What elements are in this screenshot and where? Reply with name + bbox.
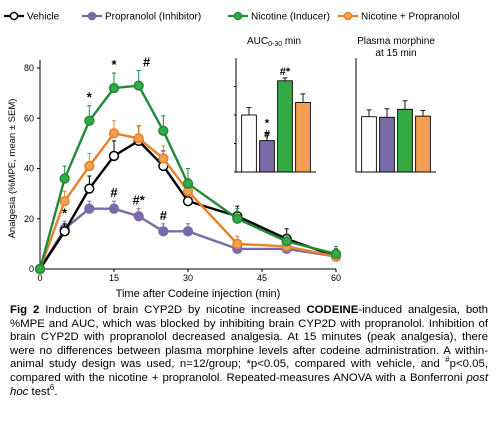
- bar: [259, 140, 275, 173]
- data-point: [232, 238, 243, 250]
- series-line: [38, 132, 337, 270]
- data-point: [84, 160, 95, 172]
- bar-significance-marker: *: [265, 118, 270, 130]
- significance-marker: #: [110, 185, 118, 200]
- legend-marker: [343, 11, 353, 21]
- bar-significance-marker: #: [264, 129, 270, 141]
- legend-label: Vehicle: [27, 12, 60, 23]
- chart-legend: Vehicle Propranolol (Inhibitor) Nicotine (…: [4, 12, 460, 23]
- auc-title-subscript: 0-30: [268, 41, 282, 48]
- data-point: [158, 125, 169, 136]
- y-tick-label: 0: [29, 264, 34, 274]
- data-point: [59, 226, 70, 237]
- legend-label: Nicotine (Inducer): [251, 12, 330, 23]
- data-point: [108, 128, 120, 139]
- series-line: [38, 84, 337, 270]
- x-tick-label: 15: [109, 273, 119, 283]
- x-axis-label: Time after Codeine injection (min): [116, 288, 281, 300]
- data-point: [84, 183, 95, 194]
- x-tick-label: 45: [257, 273, 267, 283]
- data-point: [182, 196, 194, 207]
- bar-significance-marker: #*: [280, 66, 291, 78]
- x-tick-label: 60: [331, 273, 341, 283]
- y-tick-label: 40: [24, 164, 34, 174]
- data-point: [281, 236, 292, 247]
- bar: [415, 115, 431, 173]
- caption-text-3: p<0.05, compared with the nicotine + pro…: [10, 358, 488, 384]
- series-line: [38, 139, 337, 270]
- caption-text-5: .: [54, 385, 58, 398]
- data-point: [158, 226, 169, 237]
- data-point: [59, 173, 70, 184]
- data-point: [182, 178, 194, 189]
- caption-reference-superscript: 6: [49, 382, 55, 392]
- series-group: [34, 70, 342, 275]
- data-point: [108, 203, 120, 214]
- data-point: [158, 153, 169, 164]
- legend-marker: [87, 11, 97, 21]
- x-tick-label: 0: [37, 273, 42, 283]
- main-line-chart: 0 20 40 60 80 0 15 30 45 60 Time after Codeine inj…: [7, 55, 342, 300]
- data-point: [133, 80, 144, 91]
- significance-marker: *: [87, 90, 93, 105]
- auc-title-tail: min: [282, 36, 301, 47]
- y-tick-label: 60: [24, 113, 34, 123]
- y-tick-label: 80: [24, 63, 34, 73]
- auc-title-main: AUC: [247, 36, 268, 47]
- data-point: [232, 213, 243, 224]
- figure: Vehicle Propranolol (Inhibitor) Nicotine (…: [4, 12, 460, 300]
- bar: [397, 108, 413, 173]
- caption-label: Fig 2: [10, 304, 40, 316]
- figure-caption: Fig 2 Induction of brain CYP2D by nicoti…: [10, 304, 488, 399]
- plasma-title-line2: at 15 min: [375, 48, 416, 59]
- data-point: [84, 115, 95, 126]
- series-line: [38, 207, 337, 270]
- legend-label: Nicotine + Propranolol: [361, 12, 460, 23]
- caption-bold-word: CODEINE: [306, 304, 359, 316]
- series-group: [34, 200, 342, 275]
- data-point: [59, 196, 70, 207]
- caption-text-1: Induction of brain CYP2D by nicotine inc…: [39, 304, 307, 316]
- significance-marker: #*: [133, 193, 146, 208]
- data-point: [133, 133, 144, 144]
- data-point: [182, 226, 194, 237]
- auc-title: AUC0-30 min: [247, 36, 301, 48]
- significance-marker: *: [62, 205, 68, 220]
- bar: [241, 114, 257, 173]
- bar: [295, 102, 311, 173]
- plasma-title-line1: Plasma morphine: [357, 36, 435, 47]
- y-tick-label: 20: [24, 214, 34, 224]
- caption-hash-superscript: #: [445, 355, 450, 365]
- bar: [361, 116, 377, 173]
- bar: [379, 116, 395, 173]
- legend-label: Propranolol (Inhibitor): [105, 12, 201, 23]
- data-point: [108, 82, 120, 94]
- caption-text-2: -induced analgesia, both %MPE and AUC, w…: [10, 304, 488, 371]
- y-axis-label: Analgesia (%MPE, mean ± SEM): [7, 99, 18, 239]
- caption-italic: post hoc: [10, 371, 488, 398]
- caption-text-4: test: [28, 385, 50, 398]
- data-point: [133, 211, 144, 222]
- significance-marker: #: [160, 208, 168, 223]
- data-point: [330, 248, 342, 260]
- legend-marker: [9, 11, 19, 21]
- auc-bar-chart: *# #* AUC0-30 min: [234, 36, 316, 173]
- data-point: [84, 203, 95, 214]
- bar: [277, 80, 293, 173]
- significance-marker: *: [111, 57, 117, 72]
- significance-marker: #: [143, 55, 151, 70]
- x-tick-label: 30: [183, 273, 193, 283]
- data-point: [108, 150, 120, 162]
- data-point: [34, 263, 46, 275]
- legend-marker: [233, 11, 243, 21]
